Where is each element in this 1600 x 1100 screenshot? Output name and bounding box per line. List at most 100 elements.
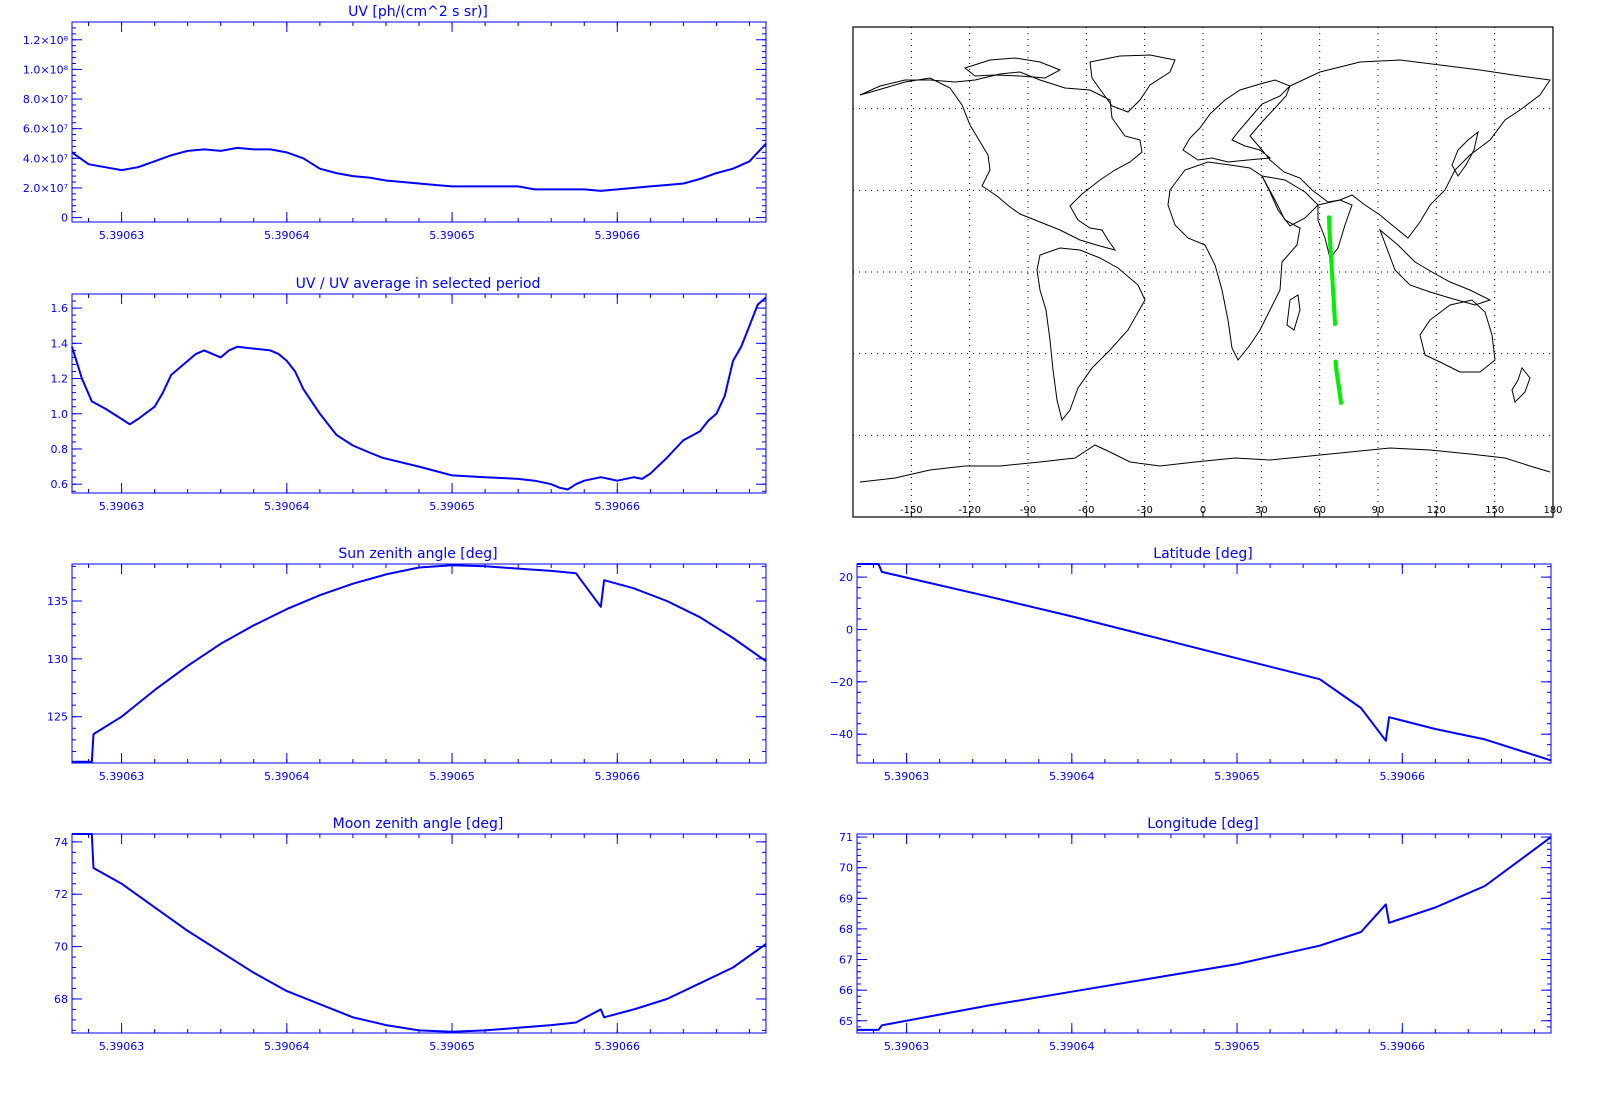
coastline-southeast-asia [1378,228,1492,306]
map-xtick-label: -120 [958,505,981,516]
uv-series-line [71,142,767,192]
uv-ratio-ytick-label: 1.2 [51,373,69,386]
moon-zenith-ytick-label: 68 [54,993,68,1006]
uv-title: UV [ph/(cm^2 s sr)] [348,4,488,20]
moon-zenith-ytick-label: 74 [54,836,68,849]
sun-zenith-xtick-label: 5.39065 [429,770,475,783]
uv-ytick-label: 0 [61,212,68,225]
longitude-xtick-label: 5.39066 [1380,1040,1426,1053]
moon-zenith-xtick-label: 5.39063 [99,1040,145,1053]
moon-zenith-xtick-label: 5.39065 [429,1040,475,1053]
map-xtick-label: 180 [1543,505,1562,516]
map-xtick-label: 150 [1485,505,1504,516]
track-segment [1331,291,1337,313]
track-point [1338,400,1344,405]
latitude-series-line [857,563,1552,762]
latitude-xtick-label: 5.39065 [1214,770,1260,783]
uv-ratio-xtick-label: 5.39066 [595,500,641,513]
latitude-ytick-label: 0 [846,623,853,636]
latitude-ytick-label: 20 [839,571,853,584]
moon-zenith-ytick-label: 70 [54,941,68,954]
coastline-antarctica [859,444,1551,483]
latitude-ytick-label: −20 [830,676,853,689]
longitude-ytick-label: 69 [839,892,853,905]
coastline-australia [1419,299,1496,373]
coastline-arctic-islands [963,57,1062,79]
latitude-xtick-label: 5.39063 [884,770,930,783]
uv-ratio-ytick-label: 1.0 [51,408,69,421]
sun-zenith-xtick-label: 5.39066 [595,770,641,783]
moon-zenith-ytick-label: 72 [54,888,68,901]
sun-zenith-xtick-label: 5.39064 [264,770,310,783]
moon-zenith-series-line [72,833,767,1033]
uv-ytick-label: 8.0×10⁷ [23,93,68,106]
sun-zenith-xtick-label: 5.39063 [99,770,145,783]
uv-ratio-series-line [71,296,767,491]
track-segment [1327,226,1333,247]
coastline-africa [1167,161,1301,361]
sun-zenith-ytick-label: 130 [47,653,68,666]
moon-zenith-title: Moon zenith angle [deg] [333,816,504,832]
coastline-north-america [859,71,1143,251]
map-xtick-label: 30 [1255,505,1268,516]
coastline-new-zealand [1511,366,1531,403]
uv-xtick-label: 5.39063 [99,229,145,242]
longitude-ytick-label: 66 [839,984,853,997]
longitude-xtick-label: 5.39065 [1214,1040,1260,1053]
uv-ytick-label: 1.2×10⁸ [23,34,69,47]
latitude-title: Latitude [deg] [1153,546,1252,562]
track-segment [1328,242,1334,264]
uv-ratio-xtick-label: 5.39065 [429,500,475,513]
sun-zenith-title: Sun zenith angle [deg] [338,546,497,562]
latitude-ytick-label: −40 [830,728,853,741]
map-xtick-label: -90 [1020,505,1036,516]
longitude-ytick-label: 68 [839,923,853,936]
uv-panel: UV [ph/(cm^2 s sr)] 5.39063 5.39064 5.3906… [23,4,767,242]
uv-ratio-title: UV / UV average in selected period [296,276,541,292]
map-xtick-label: 60 [1313,505,1326,516]
uv-ratio-panel: UV / UV average in selected period 5.390… [51,276,767,513]
latitude-xtick-label: 5.39066 [1380,770,1426,783]
uv-ytick-label: 2.0×10⁷ [23,182,68,195]
map-xtick-label: 0 [1200,505,1206,516]
sun-zenith-panel: Sun zenith angle [deg] 5.39063 5.39064 5.3… [47,546,767,783]
map-xtick-label: -60 [1078,505,1094,516]
longitude-title: Longitude [deg] [1147,816,1258,832]
track-segment [1332,308,1338,326]
uv-ytick-label: 6.0×10⁷ [23,123,68,136]
longitude-ytick-label: 70 [839,862,853,875]
uv-xtick-label: 5.39066 [595,229,641,242]
uv-ratio-xtick-label: 5.39063 [99,500,145,513]
uv-ratio-ytick-label: 0.8 [51,443,69,456]
moon-zenith-panel: Moon zenith angle [deg] 5.39063 5.39064 5.… [54,816,767,1053]
uv-ratio-ytick-label: 1.6 [51,302,69,315]
coastline-madagascar [1286,294,1301,331]
moon-zenith-xtick-label: 5.39066 [595,1040,641,1053]
sun-zenith-series-line [72,564,767,763]
coastline-japan [1451,130,1479,177]
moon-zenith-xtick-label: 5.39064 [264,1040,310,1053]
coastline-asia [1249,59,1551,239]
longitude-series-line [857,836,1552,1031]
longitude-ytick-label: 67 [839,954,853,967]
uv-ytick-label: 1.0×10⁸ [23,63,69,76]
track-segment [1330,275,1336,296]
coastline-outlines [859,54,1551,483]
uv-ratio-ytick-label: 0.6 [51,478,69,491]
uv-xtick-label: 5.39064 [264,229,310,242]
map-xtick-label: 90 [1372,505,1385,516]
map-panel: -150 -120 -90 -60 -30 0 30 60 90 120 150 180 [852,26,1563,518]
longitude-panel: Longitude [deg] 5.39063 5.39064 5.39065 5.3… [839,816,1552,1053]
longitude-ytick-label: 65 [839,1015,853,1028]
coastline-arabia [1261,175,1319,227]
coastline-india [1317,199,1353,260]
uv-ratio-ytick-label: 1.4 [51,337,69,350]
uv-ratio-xtick-label: 5.39064 [264,500,310,513]
coastline-south-america [1036,247,1146,422]
track-segment [1329,259,1335,280]
latitude-xtick-label: 5.39064 [1049,770,1095,783]
coastline-greenland [1089,54,1176,113]
uv-ytick-label: 4.0×10⁷ [23,152,68,165]
longitude-xtick-label: 5.39064 [1049,1040,1095,1053]
